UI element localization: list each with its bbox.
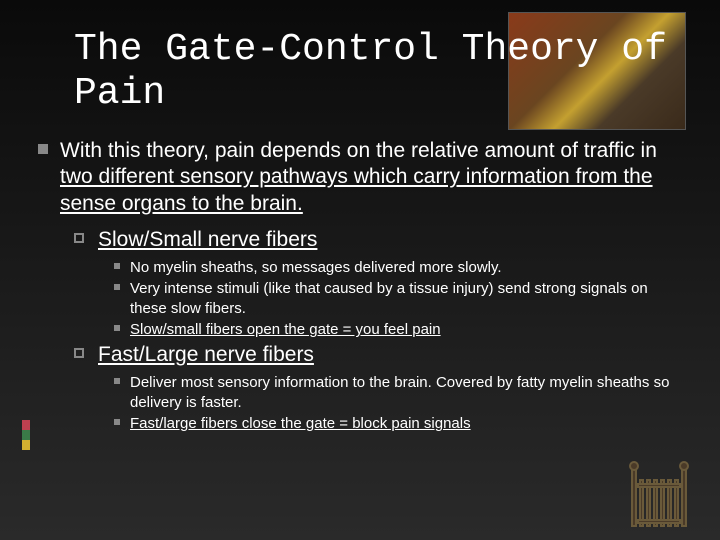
slow-item-0-text: No myelin sheaths, so messages delivered…	[130, 259, 502, 276]
accent-yellow	[22, 440, 30, 450]
slow-item-1-text: Very intense stimuli (like that caused b…	[130, 280, 648, 317]
bullet-fast-item: Fast/large fibers close the gate = block…	[114, 414, 686, 434]
bullet-main-text-underlined: two different sensory pathways which car…	[60, 165, 653, 214]
small-square-bullet-icon	[114, 378, 120, 384]
slow-heading-text: Slow/Small nerve fibers	[98, 228, 317, 251]
fast-item-1-text: Fast/large fibers close the gate = block…	[130, 415, 471, 432]
small-square-bullet-icon	[114, 284, 120, 290]
gate-icon	[628, 460, 690, 530]
hollow-square-bullet-icon	[74, 233, 84, 243]
square-bullet-icon	[38, 144, 48, 154]
bullet-slow-item: No myelin sheaths, so messages delivered…	[114, 258, 686, 278]
bullet-main-text-prefix: With this theory, pain depends on the re…	[60, 139, 657, 162]
small-square-bullet-icon	[114, 263, 120, 269]
bullet-slow-item: Slow/small fibers open the gate = you fe…	[114, 320, 686, 340]
accent-green	[22, 430, 30, 440]
slide-body: With this theory, pain depends on the re…	[38, 138, 686, 436]
fast-item-0-text: Deliver most sensory information to the …	[130, 374, 669, 411]
hollow-square-bullet-icon	[74, 348, 84, 358]
accent-red	[22, 420, 30, 430]
bullet-fast-item: Deliver most sensory information to the …	[114, 373, 686, 412]
slow-item-2-text: Slow/small fibers open the gate = you fe…	[130, 321, 441, 338]
bullet-main: With this theory, pain depends on the re…	[38, 138, 686, 217]
bullet-slow-heading: Slow/Small nerve fibers	[74, 227, 686, 252]
accent-bar	[22, 420, 30, 450]
bullet-slow-item: Very intense stimuli (like that caused b…	[114, 279, 686, 318]
slide-title: The Gate-Control Theory of Pain	[74, 28, 720, 115]
small-square-bullet-icon	[114, 325, 120, 331]
fast-heading-text: Fast/Large nerve fibers	[98, 343, 314, 366]
small-square-bullet-icon	[114, 419, 120, 425]
bullet-fast-heading: Fast/Large nerve fibers	[74, 342, 686, 367]
